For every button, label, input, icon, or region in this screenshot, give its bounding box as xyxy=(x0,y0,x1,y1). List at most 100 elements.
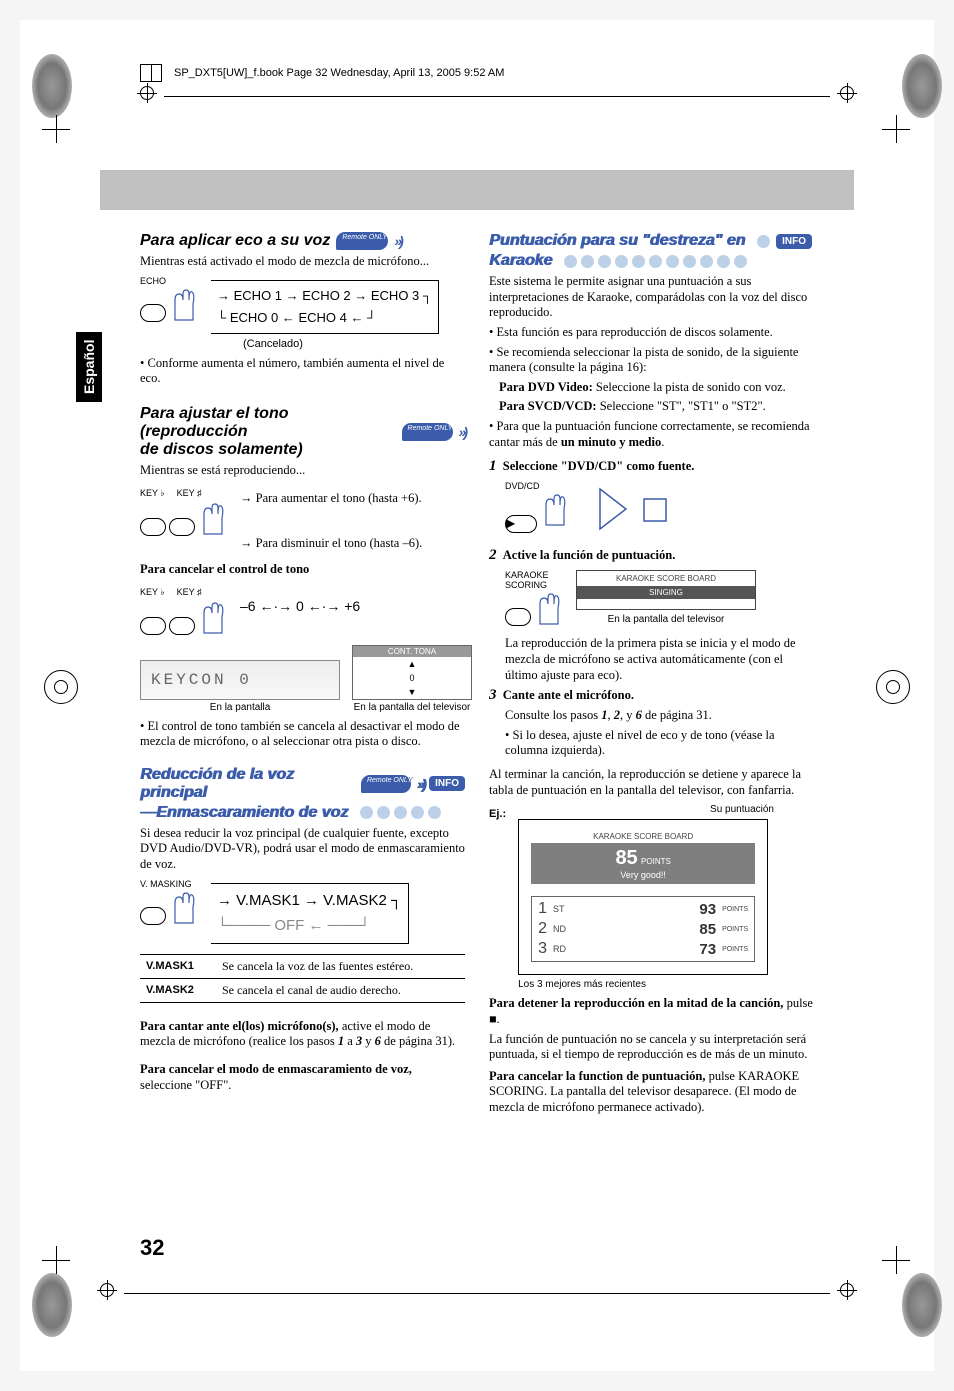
key-buttons: KEY ♭ KEY ♯ xyxy=(140,485,228,540)
target-icon xyxy=(140,86,154,100)
info-badge: INFO xyxy=(429,776,465,791)
crop-mark xyxy=(42,115,72,145)
right-column: Puntuación para su "destreza" en INFO Ka… xyxy=(489,232,814,1120)
crop-mark xyxy=(42,1246,72,1276)
your-score-label: Su puntuación xyxy=(518,804,774,815)
hand-icon xyxy=(169,286,199,322)
step2-note: La reproducción de la primera pista se i… xyxy=(505,636,814,683)
step1-graphic: DVD/CD ▶ xyxy=(505,481,814,541)
hand-icon xyxy=(198,500,228,536)
page-number: 32 xyxy=(140,1235,164,1261)
target-icon xyxy=(100,1283,114,1297)
step-1: 1 Seleccione "DVD/CD" como fuente. xyxy=(489,458,814,475)
echo-cancel-label: (Cancelado) xyxy=(243,338,439,350)
karaoke-title: Puntuación para su "destreza" en INFO xyxy=(489,232,814,250)
tone-up: Para aumentar el tono (hasta +6). xyxy=(256,491,422,505)
info-badge: INFO xyxy=(776,234,812,249)
tone-title: Para ajustar el tono (reproducción de di… xyxy=(140,405,465,459)
tone-down: Para disminuir el tono (hasta –6). xyxy=(256,536,423,550)
signal-icon: ») xyxy=(394,233,400,249)
content-columns: Para aplicar eco a su voz ») Mientras es… xyxy=(100,232,854,1120)
karaoke-scoring-button: KARAOKE SCORING xyxy=(505,570,564,630)
title-dots xyxy=(757,235,770,248)
cancel-p: Para cancelar la function de puntuación,… xyxy=(489,1069,814,1116)
vmask-title: Reducción de la voz principal ») INFO xyxy=(140,766,465,802)
print-blob xyxy=(32,54,72,118)
crop-mark xyxy=(882,115,912,145)
vmask-flow: → V.MASK1 → V.MASK2 ┐ └──── OFF ← ───┘ xyxy=(211,883,409,944)
echo-flow-row: ECHO → ECHO 1 → ECHO 2 → ECHO 3 ┐ └ ECHO… xyxy=(140,276,465,350)
echo-intro: Mientras está activado el modo de mezcla… xyxy=(140,254,465,270)
footer-rule xyxy=(124,1293,830,1294)
vmask-button-graphic: V. MASKING xyxy=(140,879,199,929)
vmask-flow-row: V. MASKING → V.MASK1 → V.MASK2 ┐ └──── O… xyxy=(140,879,465,948)
scoreboard-row: Ej.: Su puntuación KARAOKE SCORE BOARD 8… xyxy=(489,804,814,990)
tone-displays: KEYCON 0 En la pantalla CONT. TONA ▲ 0 ▼… xyxy=(140,645,465,713)
echo-title: Para aplicar eco a su voz ») xyxy=(140,232,465,250)
karaoke-b1: • Esta función es para reproducción de d… xyxy=(489,325,814,341)
header-text: SP_DXT5[UW]_f.book Page 32 Wednesday, Ap… xyxy=(174,67,504,79)
hand-icon xyxy=(169,889,199,925)
tone-range: –6 ←·→ 0 ←·→ +6 xyxy=(240,598,360,614)
print-blob xyxy=(32,1273,72,1337)
remote-only-badge xyxy=(402,423,453,441)
tone-keys-row: KEY ♭ KEY ♯ → Para aumentar el tono (has… xyxy=(140,485,465,556)
echo-flow: → ECHO 1 → ECHO 2 → ECHO 3 ┐ └ ECHO 0 ← … xyxy=(211,280,439,334)
key-buttons: KEY ♭ KEY ♯ xyxy=(140,584,228,639)
step2-graphic: KARAOKE SCORING KARAOKE SCORE BOARD SING… xyxy=(505,570,814,630)
signal-icon: ») xyxy=(459,424,465,440)
dvd-button: DVD/CD ▶ xyxy=(505,481,570,533)
target-icon xyxy=(840,1283,854,1297)
signal-icon: ») xyxy=(417,776,423,792)
header-rule xyxy=(164,96,830,97)
title-dots xyxy=(564,255,747,268)
scoreboard: KARAOKE SCORE BOARD 85 POINTS Very good!… xyxy=(518,819,768,975)
ej-label: Ej.: xyxy=(489,808,506,820)
tv-caption: En la pantalla del televisor xyxy=(576,614,756,625)
tv-display: CONT. TONA ▲ 0 ▼ xyxy=(352,645,472,700)
karaoke-b3: • Para que la puntuación funcione correc… xyxy=(489,419,814,450)
vmask-subtitle: —Enmascaramiento de voz xyxy=(140,804,465,822)
language-tab: Español xyxy=(76,332,102,402)
echo-button-graphic: ECHO xyxy=(140,276,199,326)
vmask-p1: Para cantar ante el(los) micrófono(s), a… xyxy=(140,1019,465,1050)
remote-only-badge xyxy=(336,232,388,250)
echo-note: • Conforme aumenta el número, también au… xyxy=(140,356,465,387)
after-song: Al terminar la canción, la reproducción … xyxy=(489,767,814,798)
vmask-intro: Si desea reducir la voz principal (de cu… xyxy=(140,826,465,873)
register-ring xyxy=(876,670,910,704)
karaoke-b2: • Se recomienda seleccionar la pista de … xyxy=(489,345,814,376)
title-dots xyxy=(360,806,441,819)
step3-a: Consulte los pasos 1, 2, y 6 de página 3… xyxy=(505,708,814,724)
play-stop-icons xyxy=(582,481,672,541)
print-blob xyxy=(902,54,942,118)
vmask-p2: Para cancelar el modo de enmascaramiento… xyxy=(140,1062,465,1093)
step-2: 2 Active la función de puntuación. xyxy=(489,547,814,564)
print-blob xyxy=(902,1273,942,1337)
step-3: 3 Cante ante el micrófono. xyxy=(489,687,814,704)
stop-note: La función de puntuación no se cancela y… xyxy=(489,1032,814,1063)
register-ring xyxy=(44,670,78,704)
lcd-display: KEYCON 0 xyxy=(140,660,340,700)
hand-icon xyxy=(198,599,228,635)
book-icon xyxy=(140,64,162,82)
tone-note: • El control de tono también se cancela … xyxy=(140,719,465,750)
hand-icon xyxy=(540,491,570,527)
karaoke-subtitle: Karaoke xyxy=(489,252,814,270)
hand-icon xyxy=(534,590,564,626)
karaoke-b2a: Para DVD Video: Seleccione la pista de s… xyxy=(499,380,814,396)
lcd-caption: En la pantalla xyxy=(140,702,340,713)
best3-label: Los 3 mejores más recientes xyxy=(518,979,814,990)
score-tv: KARAOKE SCORE BOARD SINGING xyxy=(576,570,756,610)
remote-only-badge xyxy=(361,775,411,793)
left-column: Para aplicar eco a su voz ») Mientras es… xyxy=(140,232,465,1120)
crop-mark xyxy=(882,1246,912,1276)
tone-cancel-head: Para cancelar el control de tono xyxy=(140,562,465,578)
step3-c: • Si lo desea, ajuste el nivel de eco y … xyxy=(505,728,814,759)
section-band xyxy=(100,170,854,210)
tv-caption: En la pantalla del televisor xyxy=(352,702,472,713)
book-header: SP_DXT5[UW]_f.book Page 32 Wednesday, Ap… xyxy=(100,64,854,82)
karaoke-intro: Este sistema le permite asignar una punt… xyxy=(489,274,814,321)
tone-intro: Mientras se está reproduciendo... xyxy=(140,463,465,479)
karaoke-b2b: Para SVCD/VCD: Seleccione "ST", "ST1" o … xyxy=(499,399,814,415)
